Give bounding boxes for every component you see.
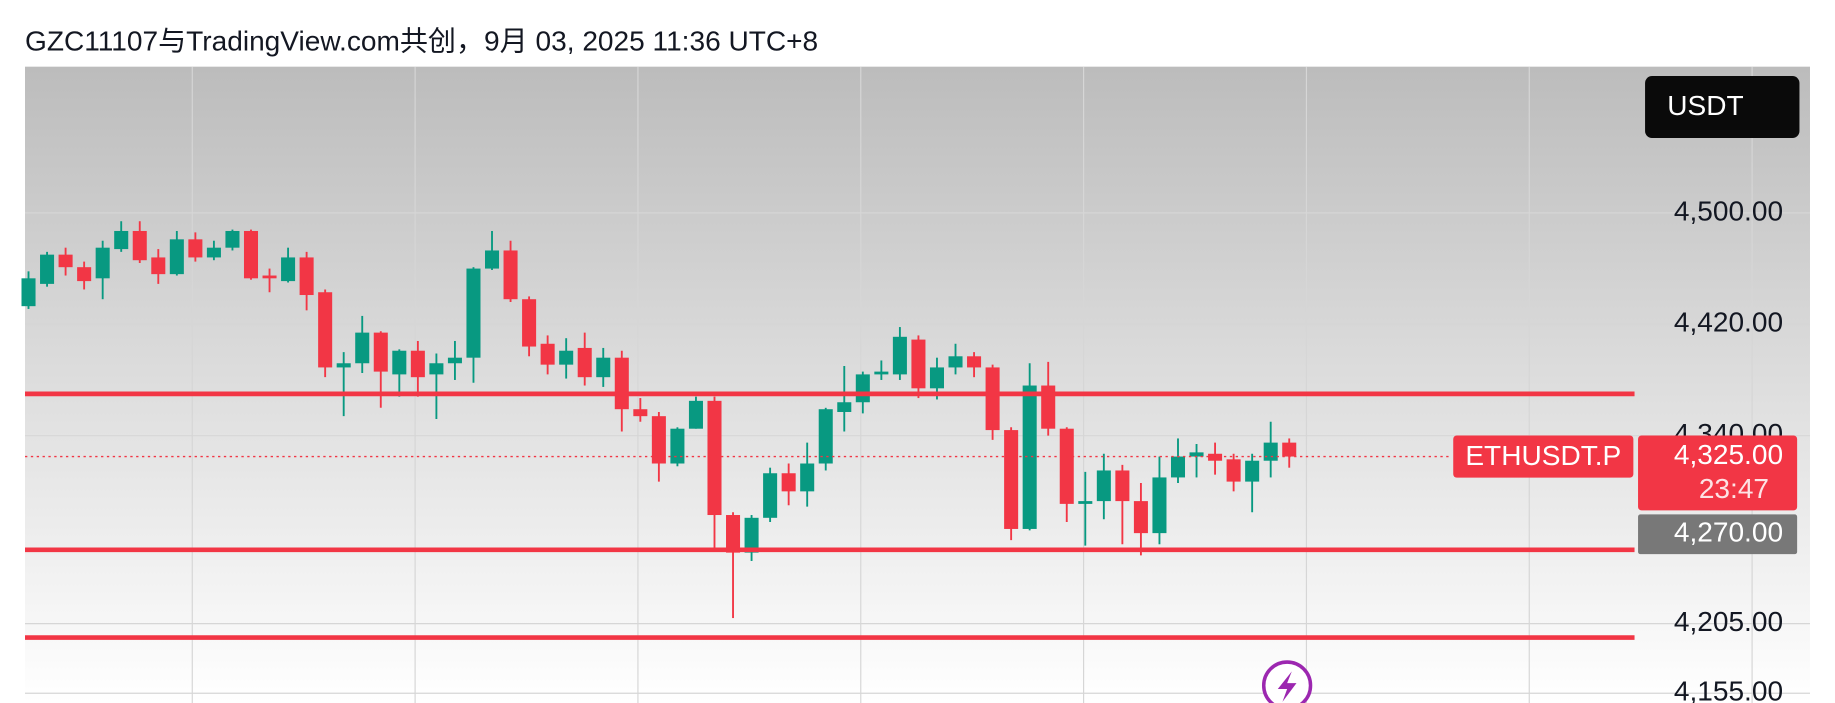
candle-body	[614, 357, 629, 410]
candle-body	[929, 367, 944, 389]
candle-body	[522, 299, 537, 347]
candle-body	[1004, 430, 1019, 529]
candle-body	[355, 332, 370, 364]
candle-body	[466, 268, 481, 358]
candle-body	[188, 239, 203, 258]
candle-body	[892, 336, 907, 375]
candle-body	[1226, 459, 1241, 482]
chart-title: GZC11107与TradingView.com共创，9月 03, 2025 1…	[25, 26, 818, 57]
candle-body	[726, 515, 741, 553]
marker-label: 4,270.00	[1674, 517, 1783, 548]
candle-body	[1096, 470, 1111, 502]
candle-body	[484, 250, 500, 269]
candle-body	[262, 275, 277, 279]
candle-body	[800, 463, 815, 492]
candle-body	[670, 428, 685, 464]
y-tick-label: 4,500.00	[1674, 195, 1783, 226]
candle-body	[503, 250, 518, 300]
candle-body	[132, 230, 147, 261]
candle-body	[1208, 453, 1223, 461]
marker-badge	[1638, 514, 1798, 555]
candle-body	[243, 230, 259, 279]
candle-body	[911, 339, 926, 389]
candle-body	[151, 257, 166, 275]
candle-body	[318, 292, 333, 368]
candle-body	[837, 402, 852, 412]
currency-button[interactable]	[1645, 76, 1800, 139]
currency-button-label: USDT	[1667, 90, 1743, 121]
candle-body	[95, 247, 110, 279]
candle-body	[1263, 442, 1278, 461]
candle-body	[874, 371, 889, 375]
candle-body	[58, 254, 73, 268]
y-tick-label: 4,205.00	[1674, 606, 1783, 637]
candle-body	[1022, 385, 1037, 529]
symbol-badge	[1453, 435, 1634, 478]
candle-body	[1282, 442, 1297, 457]
candle-body	[281, 257, 296, 282]
candle-body	[373, 332, 388, 372]
candle-body	[985, 367, 1000, 431]
candle-body	[855, 374, 870, 403]
candle-body	[967, 356, 982, 368]
candle-body	[1078, 501, 1093, 504]
candle-body	[948, 356, 963, 368]
last-price-label: 4,325.00	[1674, 439, 1783, 470]
candle-body	[688, 400, 703, 429]
lightning-bolt	[1277, 671, 1297, 702]
candle-body	[540, 343, 555, 365]
candle-body	[1133, 501, 1148, 534]
candle-body	[114, 230, 129, 250]
candle-body	[1189, 452, 1204, 457]
time-grid	[191, 66, 1753, 703]
candle-body	[40, 254, 55, 284]
countdown-label: 23:47	[1699, 473, 1769, 504]
candle-body	[651, 416, 666, 464]
candle-body	[410, 350, 425, 378]
symbol-label: ETHUSDT.P	[1465, 440, 1621, 471]
candle-body	[781, 473, 796, 492]
candle-body	[1152, 477, 1167, 534]
candle-body	[1041, 385, 1056, 429]
candle-body	[577, 347, 592, 378]
last-price-badge	[1638, 435, 1798, 511]
candle-body	[392, 350, 407, 375]
candle-body	[169, 239, 184, 275]
candle-body	[1115, 470, 1130, 502]
candle-body	[225, 230, 240, 248]
candle-body	[1059, 428, 1074, 504]
candle-body	[429, 363, 444, 375]
candle-body	[77, 267, 92, 282]
y-tick-label: 4,155.00	[1674, 676, 1783, 703]
candle-body	[447, 357, 462, 364]
candle-body	[1245, 460, 1260, 482]
candle-body	[21, 278, 36, 307]
candle-body	[206, 247, 221, 258]
candle-body	[744, 517, 759, 553]
candle-body	[596, 357, 611, 378]
y-tick-label: 4,420.00	[1674, 307, 1783, 338]
candle-body	[633, 409, 648, 417]
candle-body	[763, 473, 778, 518]
candle-body	[818, 409, 833, 464]
candle-body	[299, 257, 314, 296]
candle-body	[336, 363, 351, 368]
candle-body	[1170, 456, 1186, 478]
candle-body	[707, 400, 722, 516]
candle-body	[559, 350, 574, 365]
